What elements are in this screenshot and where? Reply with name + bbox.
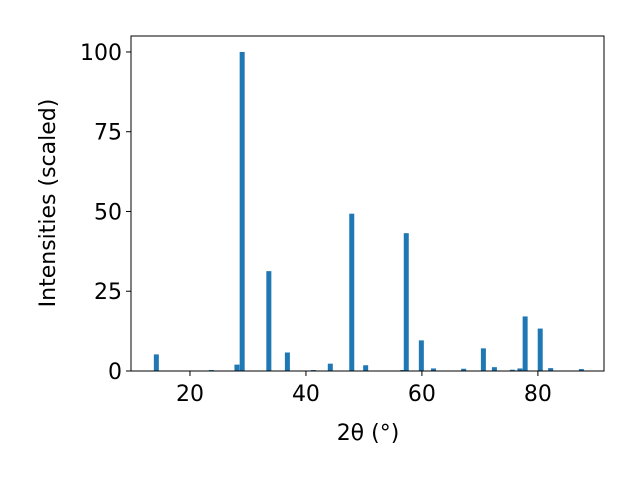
bar — [517, 368, 523, 371]
bar — [522, 316, 528, 371]
bar — [284, 352, 290, 371]
bar — [480, 348, 486, 371]
x-tick-label: 20 — [176, 382, 204, 407]
bar — [327, 363, 333, 371]
bar — [491, 367, 497, 371]
bar — [239, 51, 245, 371]
y-tick-label: 75 — [94, 121, 122, 146]
x-tick-label: 40 — [292, 382, 320, 407]
y-tick-label: 100 — [80, 41, 122, 66]
y-axis-label: Intensities (scaled) — [36, 99, 61, 308]
x-tick-label: 60 — [408, 382, 436, 407]
x-axis-label: 2θ (°) — [337, 421, 400, 446]
y-tick-label: 0 — [108, 360, 122, 385]
bar — [234, 364, 240, 371]
bar — [266, 271, 272, 371]
bar — [548, 368, 554, 371]
x-tick-label: 80 — [524, 382, 552, 407]
bar — [537, 328, 543, 371]
bar — [403, 233, 409, 371]
y-tick-label: 25 — [94, 280, 122, 305]
bar — [363, 365, 369, 371]
bar — [431, 368, 437, 371]
bar — [153, 354, 159, 371]
bar — [418, 340, 424, 371]
plot-frame — [130, 35, 605, 372]
bar — [509, 369, 515, 371]
bar — [349, 213, 355, 371]
bar — [578, 369, 584, 371]
bar — [461, 368, 467, 371]
y-tick-label: 50 — [94, 200, 122, 225]
